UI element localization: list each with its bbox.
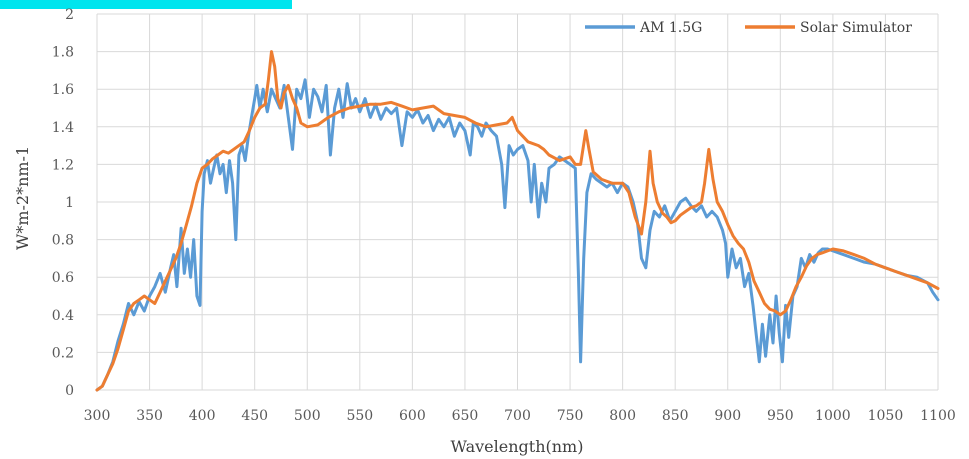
x-tick-label: 800 [609, 408, 636, 424]
x-tick-label: 300 [84, 408, 111, 424]
grid [96, 13, 939, 391]
y-tick-label: 1.6 [52, 82, 74, 98]
legend: AM 1.5G Solar Simulator [585, 20, 912, 36]
y-tick-label: 2 [65, 7, 74, 23]
x-tick-label: 750 [557, 408, 584, 424]
x-tick-label: 550 [346, 408, 373, 424]
y-tick-label: 1.2 [52, 157, 74, 173]
legend-label-solar-simulator: Solar Simulator [800, 20, 912, 36]
y-axis-ticks: 0 0.2 0.4 0.6 0.8 1 1.2 1.4 1.6 1.8 2 [52, 7, 74, 399]
legend-label-am15g: AM 1.5G [639, 20, 702, 36]
x-tick-label: 700 [504, 408, 531, 424]
y-tick-label: 0.2 [52, 345, 74, 361]
x-tick-label: 500 [294, 408, 321, 424]
y-tick-label: 0.8 [52, 233, 74, 249]
x-tick-label: 650 [452, 408, 479, 424]
y-tick-label: 0.6 [52, 270, 74, 286]
x-axis-title: Wavelength(nm) [451, 437, 584, 456]
x-tick-label: 450 [241, 408, 268, 424]
x-tick-label: 400 [189, 408, 216, 424]
y-tick-label: 0.4 [52, 308, 74, 324]
x-tick-label: 950 [767, 408, 794, 424]
series-lines [95, 50, 940, 392]
x-tick-label: 1100 [920, 408, 956, 424]
x-tick-label: 850 [662, 408, 689, 424]
series-line-solar-simulator [95, 50, 940, 392]
y-tick-label: 1.8 [52, 45, 74, 61]
y-tick-label: 1 [65, 195, 74, 211]
x-tick-label: 600 [399, 408, 426, 424]
highlight-bar [0, 0, 292, 9]
y-axis-title: W*m-2*nm-1 [13, 146, 32, 250]
x-tick-label: 900 [714, 408, 741, 424]
y-tick-label: 1.4 [52, 120, 74, 136]
x-tick-label: 1000 [815, 408, 851, 424]
x-axis-ticks: 300 350 400 450 500 550 600 650 700 750 800 850 900 9… [84, 408, 956, 424]
x-tick-label: 1050 [868, 408, 904, 424]
x-tick-label: 350 [136, 408, 163, 424]
y-tick-label: 0 [65, 383, 74, 399]
series-line-am-1-5g [95, 78, 940, 392]
